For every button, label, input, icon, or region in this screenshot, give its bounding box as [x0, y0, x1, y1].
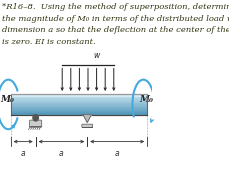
Text: *R16–8.  Using the method of superposition, determine: *R16–8. Using the method of superpositio… [2, 3, 229, 11]
FancyBboxPatch shape [82, 124, 92, 127]
Bar [11, 104, 147, 106]
Bar [11, 94, 147, 96]
Bar [11, 101, 147, 102]
Bar [11, 113, 147, 115]
FancyBboxPatch shape [30, 120, 41, 127]
Text: M₀: M₀ [138, 95, 152, 104]
Text: M₀: M₀ [0, 95, 14, 104]
Bar [11, 106, 147, 107]
Text: w: w [93, 51, 99, 60]
Bar [11, 98, 147, 99]
Text: a: a [59, 149, 63, 158]
Bar [11, 94, 147, 115]
Bar [11, 107, 147, 108]
Bar [11, 97, 147, 98]
Text: a: a [114, 149, 119, 158]
Text: the magnitude of M₀ in terms of the distributed load w and: the magnitude of M₀ in terms of the dist… [2, 15, 229, 22]
Bar [11, 103, 147, 104]
Text: is zero. EI is constant.: is zero. EI is constant. [2, 38, 95, 46]
Text: a: a [21, 149, 25, 158]
Polygon shape [83, 115, 91, 122]
Bar [11, 99, 147, 101]
Bar [11, 96, 147, 97]
Bar [11, 108, 147, 110]
Text: dimension a so that the deflection at the center of the beam: dimension a so that the deflection at th… [2, 26, 229, 34]
Bar [11, 111, 147, 112]
Circle shape [33, 115, 38, 121]
Bar [11, 102, 147, 103]
Bar [11, 110, 147, 111]
Bar [11, 112, 147, 113]
Bar [11, 94, 147, 97]
